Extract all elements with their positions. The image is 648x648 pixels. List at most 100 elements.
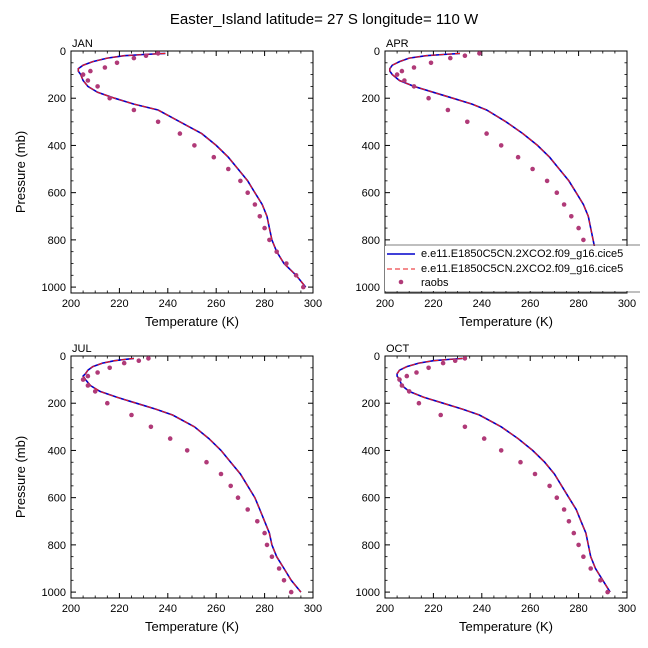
obs-point xyxy=(252,202,258,207)
obs-point xyxy=(399,383,405,388)
obs-point xyxy=(218,471,224,477)
obs-point xyxy=(288,589,294,595)
panel-label: APR xyxy=(386,38,409,50)
x-axis-label: Temperature (K) xyxy=(145,314,239,329)
obs-point xyxy=(293,273,299,278)
obs-point xyxy=(440,360,446,366)
panel-label: OCT xyxy=(386,343,410,355)
obs-point xyxy=(462,53,468,58)
obs-point xyxy=(192,143,197,148)
obs-point xyxy=(235,495,241,501)
obs-point xyxy=(238,178,243,184)
obs-point xyxy=(228,483,233,489)
obs-point xyxy=(85,373,91,379)
obs-point xyxy=(92,389,98,394)
y-tick-label: 400 xyxy=(362,140,380,152)
obs-point xyxy=(107,95,112,101)
obs-point xyxy=(515,154,521,160)
obs-point xyxy=(406,389,412,394)
panel-oct: 200 220 240 260 280 300 0 200 400 600 800 1000 OCT Te… xyxy=(356,343,637,634)
x-tick-label: 300 xyxy=(304,298,322,310)
obs-point xyxy=(484,131,489,136)
obs-point xyxy=(571,530,577,536)
obs-point xyxy=(581,554,586,559)
obs-point xyxy=(561,507,567,512)
series-line-2 xyxy=(77,52,307,288)
y-tick-label: 1000 xyxy=(356,587,380,599)
obs-point xyxy=(554,495,560,501)
obs-point xyxy=(554,190,560,195)
x-tick-label: 280 xyxy=(569,603,587,615)
y-tick-label: 0 xyxy=(374,46,380,58)
obs-point xyxy=(576,225,581,231)
obs-point xyxy=(254,519,260,524)
obs-point xyxy=(167,436,173,441)
panel-label: JAN xyxy=(72,38,93,50)
obs-point xyxy=(566,519,572,524)
obs-point xyxy=(301,284,306,290)
obs-point xyxy=(85,383,91,388)
legend-label: raobs xyxy=(421,277,449,289)
x-tick-label: 200 xyxy=(376,603,394,615)
legend-swatch-marker xyxy=(398,279,404,285)
obs-point xyxy=(532,471,538,477)
obs-point xyxy=(114,60,120,66)
obs-point xyxy=(426,95,431,101)
obs-point xyxy=(404,373,410,379)
x-tick-label: 240 xyxy=(473,603,491,615)
x-tick-label: 280 xyxy=(255,298,273,310)
obs-point xyxy=(204,459,209,465)
obs-point xyxy=(445,107,451,113)
obs-point xyxy=(80,72,86,77)
x-tick-label: 260 xyxy=(207,298,225,310)
x-tick-label: 280 xyxy=(255,603,273,615)
x-tick-label: 260 xyxy=(207,603,225,615)
obs-point xyxy=(544,178,550,184)
obs-point xyxy=(257,214,263,219)
obs-point xyxy=(452,358,458,364)
y-tick-label: 0 xyxy=(374,351,380,363)
obs-point xyxy=(399,68,405,74)
obs-point xyxy=(264,542,270,548)
x-axis-label: Temperature (K) xyxy=(145,619,239,634)
y-tick-label: 800 xyxy=(362,235,380,247)
obs-point xyxy=(411,65,417,70)
legend: e.e11.E1850C5CN.2XCO2.f09_g16.cice5 e.e11… xyxy=(385,244,640,293)
legend-label: e.e11.E1850C5CN.2XCO2.f09_g16.cice5 xyxy=(421,263,623,275)
obs-point xyxy=(95,370,100,375)
obs-point xyxy=(107,365,112,371)
series-line-2 xyxy=(82,357,302,593)
obs-point xyxy=(414,370,419,375)
x-tick-label: 200 xyxy=(62,603,80,615)
x-tick-label: 200 xyxy=(62,298,80,310)
figure-title: Easter_Island latitude= 27 S longitude= … xyxy=(170,11,479,28)
x-tick-label: 240 xyxy=(159,298,177,310)
plot-frame xyxy=(384,355,628,599)
obs-point xyxy=(426,365,431,371)
obs-point xyxy=(131,55,137,61)
x-tick-label: 220 xyxy=(110,603,128,615)
y-tick-label: 400 xyxy=(362,445,380,457)
obs-point xyxy=(428,60,434,66)
y-tick-label: 800 xyxy=(48,235,66,247)
obs-point xyxy=(136,358,142,364)
obs-point xyxy=(95,84,100,89)
panel-label: JUL xyxy=(72,343,92,355)
y-tick-label: 200 xyxy=(362,398,380,410)
obs-point xyxy=(129,412,134,418)
obs-point xyxy=(569,214,574,219)
obs-point xyxy=(184,448,190,453)
obs-point xyxy=(85,78,91,83)
obs-point xyxy=(276,566,282,571)
obs-point xyxy=(462,424,468,430)
obs-point xyxy=(462,356,468,361)
obs-point xyxy=(581,237,586,243)
plot-frame xyxy=(70,50,314,294)
obs-point xyxy=(80,377,86,382)
x-tick-label: 220 xyxy=(424,603,442,615)
obs-point xyxy=(274,249,280,254)
y-axis-label: Pressure (mb) xyxy=(13,436,28,518)
obs-point xyxy=(105,400,110,406)
obs-point xyxy=(155,119,161,125)
panel-jan: 200 220 240 260 280 300 0 200 400 600 800 1000 JAN Te… xyxy=(13,38,322,329)
